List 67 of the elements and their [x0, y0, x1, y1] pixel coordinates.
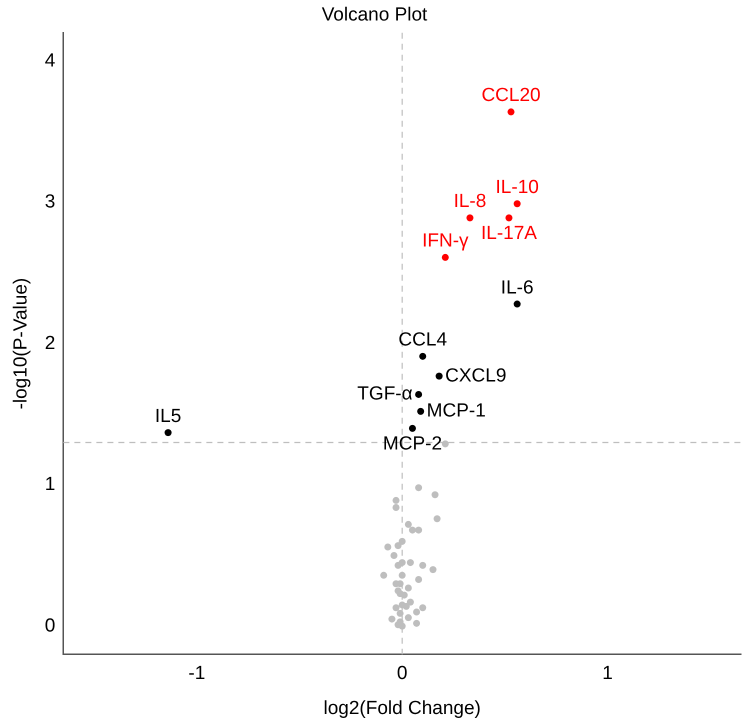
- data-label: IL-8: [454, 191, 486, 212]
- point: [390, 552, 398, 560]
- point: [413, 620, 420, 627]
- chart-title: Volcano Plot: [322, 4, 428, 26]
- x-tick-label: 1: [602, 663, 613, 684]
- data-label: IL-17A: [480, 223, 538, 244]
- x-axis-title: log2(Fold Change): [323, 698, 481, 719]
- point: [392, 496, 400, 504]
- point: [408, 526, 416, 534]
- point: [415, 576, 422, 584]
- point: [419, 352, 426, 360]
- y-tick-label: 3: [44, 192, 56, 213]
- data-label: CCL4: [398, 330, 448, 351]
- data-label: MCP-1: [426, 400, 486, 422]
- point: [505, 214, 512, 222]
- point: [417, 408, 424, 415]
- data-label: CXCL9: [445, 365, 506, 386]
- point: [400, 592, 408, 599]
- point: [164, 429, 172, 436]
- point: [442, 254, 449, 261]
- point: [514, 200, 521, 208]
- point: [508, 108, 515, 116]
- point: [514, 300, 521, 308]
- point: [394, 542, 402, 550]
- y-axis-title: -log10(P-Value): [10, 278, 32, 410]
- point: [436, 372, 443, 380]
- data-label: IL-10: [496, 176, 539, 198]
- data-label: IL-6: [500, 277, 534, 298]
- y-tick-label: 0: [44, 615, 56, 636]
- point: [404, 614, 412, 622]
- point: [415, 484, 422, 492]
- data-label: IFN-γ: [422, 230, 470, 252]
- y-tick-label: 1: [44, 474, 56, 496]
- point: [392, 604, 400, 612]
- point: [404, 520, 412, 528]
- point: [398, 538, 406, 545]
- x-tick-label: 0: [396, 663, 408, 684]
- point: [434, 515, 441, 522]
- point: [442, 440, 449, 448]
- point: [402, 602, 410, 610]
- point: [415, 390, 422, 398]
- point: [419, 604, 426, 612]
- data-label: MCP-2: [382, 434, 442, 455]
- point: [432, 491, 439, 498]
- y-tick-label: 4: [44, 50, 56, 72]
- point: [384, 544, 392, 551]
- point: [404, 584, 412, 592]
- data-label: IL5: [154, 406, 182, 427]
- point: [413, 608, 420, 616]
- point: [398, 622, 406, 630]
- data-label: TGF-α: [357, 384, 413, 405]
- point: [398, 572, 406, 579]
- point: [419, 562, 426, 569]
- point: [392, 504, 400, 511]
- point: [466, 214, 474, 222]
- x-tick-label: -1: [188, 663, 206, 684]
- point: [429, 566, 436, 574]
- point: [408, 424, 416, 432]
- point: [388, 616, 396, 623]
- data-label: CCL20: [481, 85, 541, 106]
- point: [396, 610, 404, 617]
- point: [406, 598, 414, 606]
- point: [380, 572, 388, 579]
- point: [415, 526, 422, 534]
- y-tick-label: 2: [44, 332, 56, 354]
- point: [394, 562, 402, 569]
- point: [406, 559, 414, 566]
